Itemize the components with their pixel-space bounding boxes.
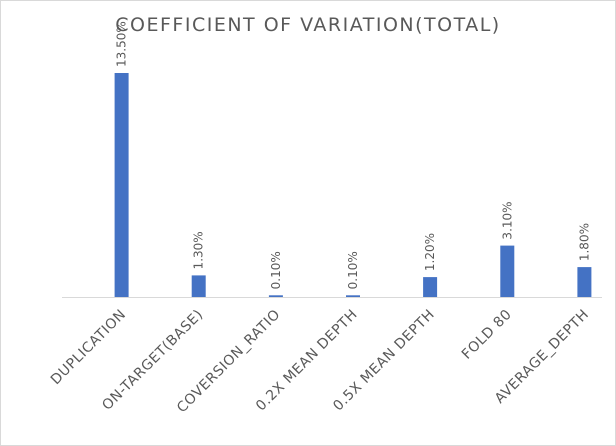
data-label: 13.50% (115, 21, 129, 67)
category-label: DUPLICATION (48, 307, 130, 389)
bar-coversion-ratio (268, 295, 283, 297)
chart-title: COEFFICIENT OF VARIATION(TOTAL) (115, 14, 501, 36)
bar-0-5x-mean-depth (423, 277, 438, 297)
data-labels-layer: 13.50% 1.30% 0.10% 0.10% 1.20% 3.10% 1.80% (115, 21, 592, 289)
data-label: 1.30% (192, 231, 206, 269)
data-label: 1.80% (577, 223, 591, 261)
data-label: 0.10% (269, 251, 283, 289)
bar-average-depth (577, 267, 592, 297)
data-label: 3.10% (500, 201, 514, 239)
category-label: FOLD 80 (459, 307, 515, 363)
bar-0-2x-mean-depth (346, 295, 360, 297)
bars-layer (114, 73, 592, 297)
category-labels-layer: DUPLICATIONON-TARGET(BASE)COVERSION_RATI… (48, 307, 592, 417)
data-label: 1.20% (423, 233, 437, 271)
bar-duplication (114, 73, 129, 297)
bar-on-target-base- (191, 275, 206, 297)
data-label: 0.10% (346, 251, 360, 289)
bar-fold-80 (500, 245, 515, 297)
